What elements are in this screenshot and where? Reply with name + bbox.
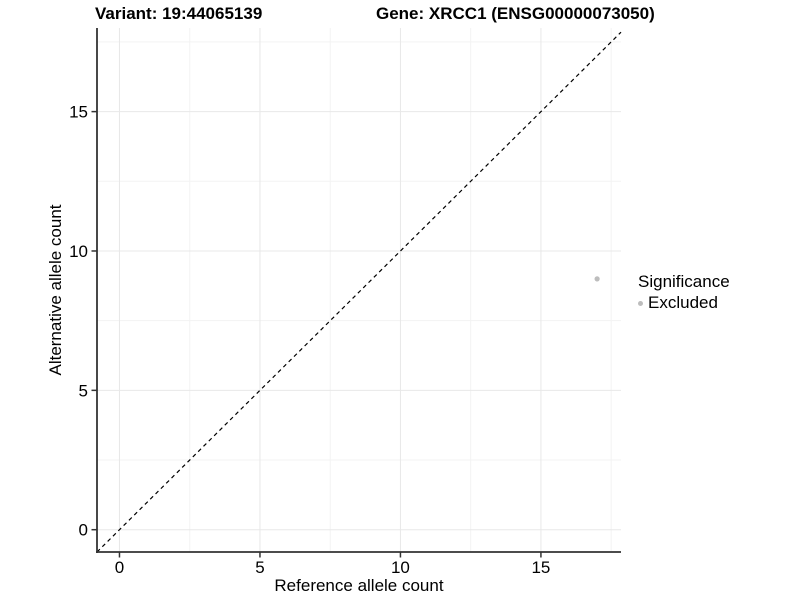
identity-line xyxy=(96,31,622,553)
x-tick-label: 15 xyxy=(531,558,550,577)
legend: Significance Excluded xyxy=(638,272,730,313)
plot-title-gene: Gene: XRCC1 (ENSG00000073050) xyxy=(376,4,655,23)
legend-title: Significance xyxy=(638,272,730,291)
y-tick-label: 5 xyxy=(79,381,88,400)
x-tick-label: 10 xyxy=(391,558,410,577)
legend-item-excluded: Excluded xyxy=(638,293,730,313)
data-point xyxy=(594,276,600,282)
x-tick-label: 5 xyxy=(255,558,264,577)
x-axis-title: Reference allele count xyxy=(274,576,444,595)
legend-item-label: Excluded xyxy=(648,293,718,312)
legend-key-dot xyxy=(638,300,643,306)
y-tick-label: 10 xyxy=(69,242,88,261)
y-axis-title: Alternative allele count xyxy=(46,204,65,376)
y-tick-label: 0 xyxy=(79,521,88,540)
plot-title-variant: Variant: 19:44065139 xyxy=(95,4,263,23)
y-tick-label: 15 xyxy=(69,103,88,122)
x-tick-label: 0 xyxy=(115,558,124,577)
